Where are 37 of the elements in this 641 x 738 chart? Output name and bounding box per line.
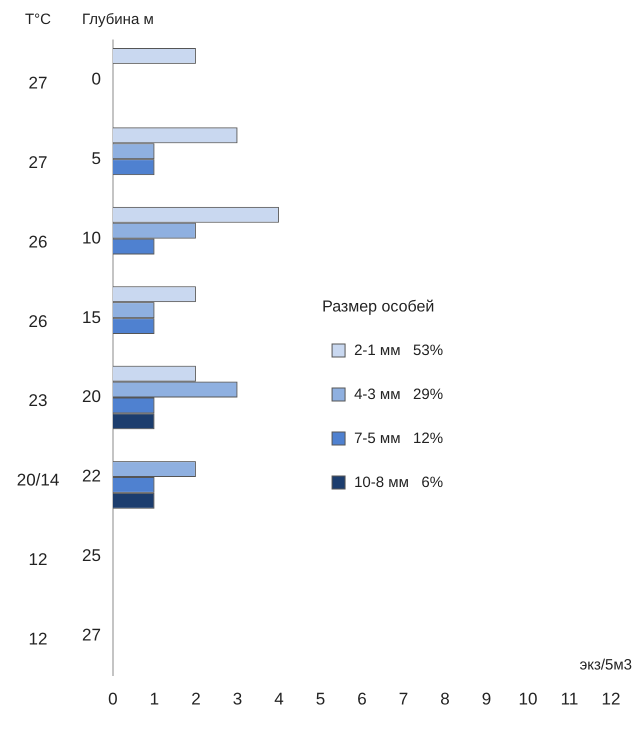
y2-tick-label: 26 bbox=[28, 312, 48, 331]
x-tick-label: 2 bbox=[191, 689, 201, 708]
legend-label: 10-8 мм 6% bbox=[354, 474, 444, 492]
legend-label: 2-1 мм 53% bbox=[354, 342, 444, 360]
legend-label: 7-5 мм 12% bbox=[354, 430, 444, 448]
y2-tick-label: 12 bbox=[28, 550, 48, 570]
x-tick-label: 4 bbox=[274, 689, 284, 708]
y-axis-title: Глубина м bbox=[82, 11, 154, 28]
x-tick-label: 8 bbox=[440, 689, 450, 708]
legend-label: 4-3 мм 29% bbox=[354, 386, 444, 404]
y-tick-label: 0 bbox=[91, 69, 101, 88]
x-tick-label: 6 bbox=[357, 689, 367, 708]
y-tick-label: 22 bbox=[82, 466, 101, 486]
legend-title: Размер особей bbox=[322, 298, 434, 316]
y-tick-label: 10 bbox=[82, 228, 101, 248]
x-tick-label: 10 bbox=[518, 689, 538, 708]
y-tick-label: 25 bbox=[82, 546, 101, 566]
x-tick-label: 7 bbox=[398, 689, 408, 708]
x-tick-label: 12 bbox=[602, 689, 620, 708]
y2-tick-label: 12 bbox=[28, 630, 48, 649]
y-tick-label: 20 bbox=[82, 387, 101, 406]
x-tick-label: 9 bbox=[482, 689, 492, 708]
x-axis-title: экз/5м3 bbox=[580, 656, 632, 674]
y2-tick-label: 27 bbox=[28, 73, 48, 92]
x-tick-label: 3 bbox=[232, 689, 242, 708]
y2-axis-title: T°C bbox=[25, 11, 52, 28]
y2-tick-label: 20/14 bbox=[16, 470, 60, 490]
y-tick-label: 15 bbox=[82, 308, 101, 327]
x-tick-label: 5 bbox=[316, 689, 326, 708]
y-tick-label: 5 bbox=[91, 148, 101, 168]
x-tick-label: 1 bbox=[150, 689, 160, 708]
y2-tick-label: 26 bbox=[28, 232, 48, 252]
x-tick-label: 0 bbox=[108, 689, 118, 708]
y2-tick-label: 27 bbox=[28, 152, 48, 172]
y-tick-label: 27 bbox=[82, 626, 101, 645]
y2-tick-label: 23 bbox=[28, 391, 48, 410]
x-tick-label: 11 bbox=[560, 689, 578, 708]
